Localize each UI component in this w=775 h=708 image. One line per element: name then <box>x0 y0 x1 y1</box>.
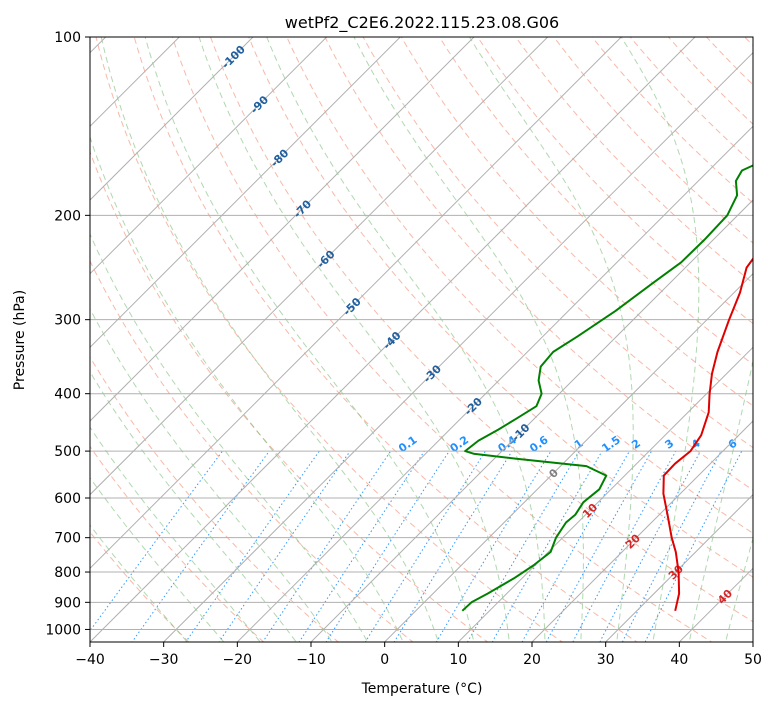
y-tick-label: 800 <box>54 565 81 581</box>
y-tick-label: 1000 <box>45 622 81 638</box>
isotherm <box>90 37 475 422</box>
dry-adiabat <box>90 150 489 642</box>
moist-adiabat <box>90 370 297 642</box>
moist-adiabat <box>725 536 753 642</box>
mixing-ratio-line <box>435 450 552 642</box>
dry-adiabat <box>209 37 753 623</box>
dry-adiabat <box>95 37 564 642</box>
dry-adiabat <box>438 37 753 366</box>
x-tick-label: 40 <box>670 652 688 668</box>
moist-adiabat <box>468 37 634 642</box>
temperature-profile <box>662 257 753 612</box>
mixing-ratio-line <box>298 450 425 642</box>
isotherm <box>90 37 696 642</box>
isotherm <box>90 37 254 201</box>
x-tick-label: 30 <box>597 652 615 668</box>
isotherm <box>310 199 753 642</box>
dry-adiabat <box>90 356 340 642</box>
dewpoint-profile <box>461 164 753 612</box>
x-tick-label: 50 <box>744 652 762 668</box>
moist-adiabat <box>266 37 546 642</box>
isotherm <box>236 125 753 642</box>
x-tick-label: 20 <box>523 652 541 668</box>
dry-adiabat <box>90 445 265 642</box>
y-tick-label: 300 <box>54 313 81 329</box>
mixing-ratio-line <box>218 450 351 642</box>
mixing-ratio-line <box>393 450 513 642</box>
x-tick-label: 0 <box>380 652 389 668</box>
mixing-ratio-line <box>491 450 603 642</box>
moist-adiabat <box>90 426 261 642</box>
dry-adiabat <box>248 37 753 578</box>
isotherm <box>162 51 753 642</box>
mixing-ratio-line <box>262 450 392 642</box>
moist-adiabat <box>144 37 475 642</box>
mixing-ratio-line <box>466 450 580 642</box>
isotherm <box>604 493 753 642</box>
moist-adiabat <box>90 308 333 642</box>
profiles <box>461 164 753 612</box>
mixing-ratio-line <box>572 450 677 642</box>
dry-adiabat <box>171 37 713 642</box>
y-tick-label: 200 <box>54 208 81 224</box>
dry-adiabat <box>133 37 638 642</box>
moist-adiabat <box>90 476 225 642</box>
mixing-ratio-line <box>90 450 223 632</box>
y-tick-label: 400 <box>54 387 81 403</box>
isotherm <box>457 346 753 642</box>
moist-adiabat <box>100 37 440 642</box>
plot-area: 0.10.20.40.611.52346810131620253036-100-… <box>90 37 753 642</box>
moist-adiabat <box>353 37 584 642</box>
y-tick-label: 500 <box>54 444 81 460</box>
dry-adiabat <box>477 37 753 325</box>
dry-adiabat <box>286 37 753 534</box>
x-tick-label: −20 <box>223 652 253 668</box>
plot-frame <box>89 36 754 643</box>
isotherm <box>531 420 753 642</box>
y-tick-label: 600 <box>54 491 81 507</box>
isotherm <box>90 37 402 349</box>
y-tick-label: 900 <box>54 595 81 611</box>
y-tick-label: 100 <box>54 30 81 46</box>
isotherm <box>90 37 623 570</box>
isotherm <box>383 272 753 642</box>
y-axis-title: Pressure (hPa) <box>12 290 28 390</box>
x-tick-label: −40 <box>75 652 105 668</box>
chart-title: wetPf2_C2E6.2022.115.23.08.G06 <box>285 13 559 33</box>
mixing-ratio-line <box>325 450 450 642</box>
dry-adiabat <box>515 37 753 284</box>
x-tick-label: −30 <box>149 652 179 668</box>
x-tick-label: 10 <box>449 652 467 668</box>
isotherm <box>90 37 328 275</box>
x-axis-title: Temperature (°C) <box>361 681 483 697</box>
axes: −40 −30 −20 −10 0 10 20 30 40 50 1000 900 800 700 600 5… <box>45 30 762 668</box>
isotherm <box>90 37 549 496</box>
moist-adiabat <box>198 37 510 642</box>
moist-adiabat <box>90 232 369 642</box>
mixing-ratio-line <box>599 450 701 642</box>
y-tick-label: 700 <box>54 531 81 547</box>
x-tick-label: −10 <box>296 652 326 668</box>
moist-adiabat <box>620 37 700 642</box>
moist-adiabat <box>688 358 753 642</box>
mixing-ratio-line <box>185 450 320 642</box>
dry-adiabat <box>90 259 414 642</box>
isotherm <box>90 37 181 128</box>
